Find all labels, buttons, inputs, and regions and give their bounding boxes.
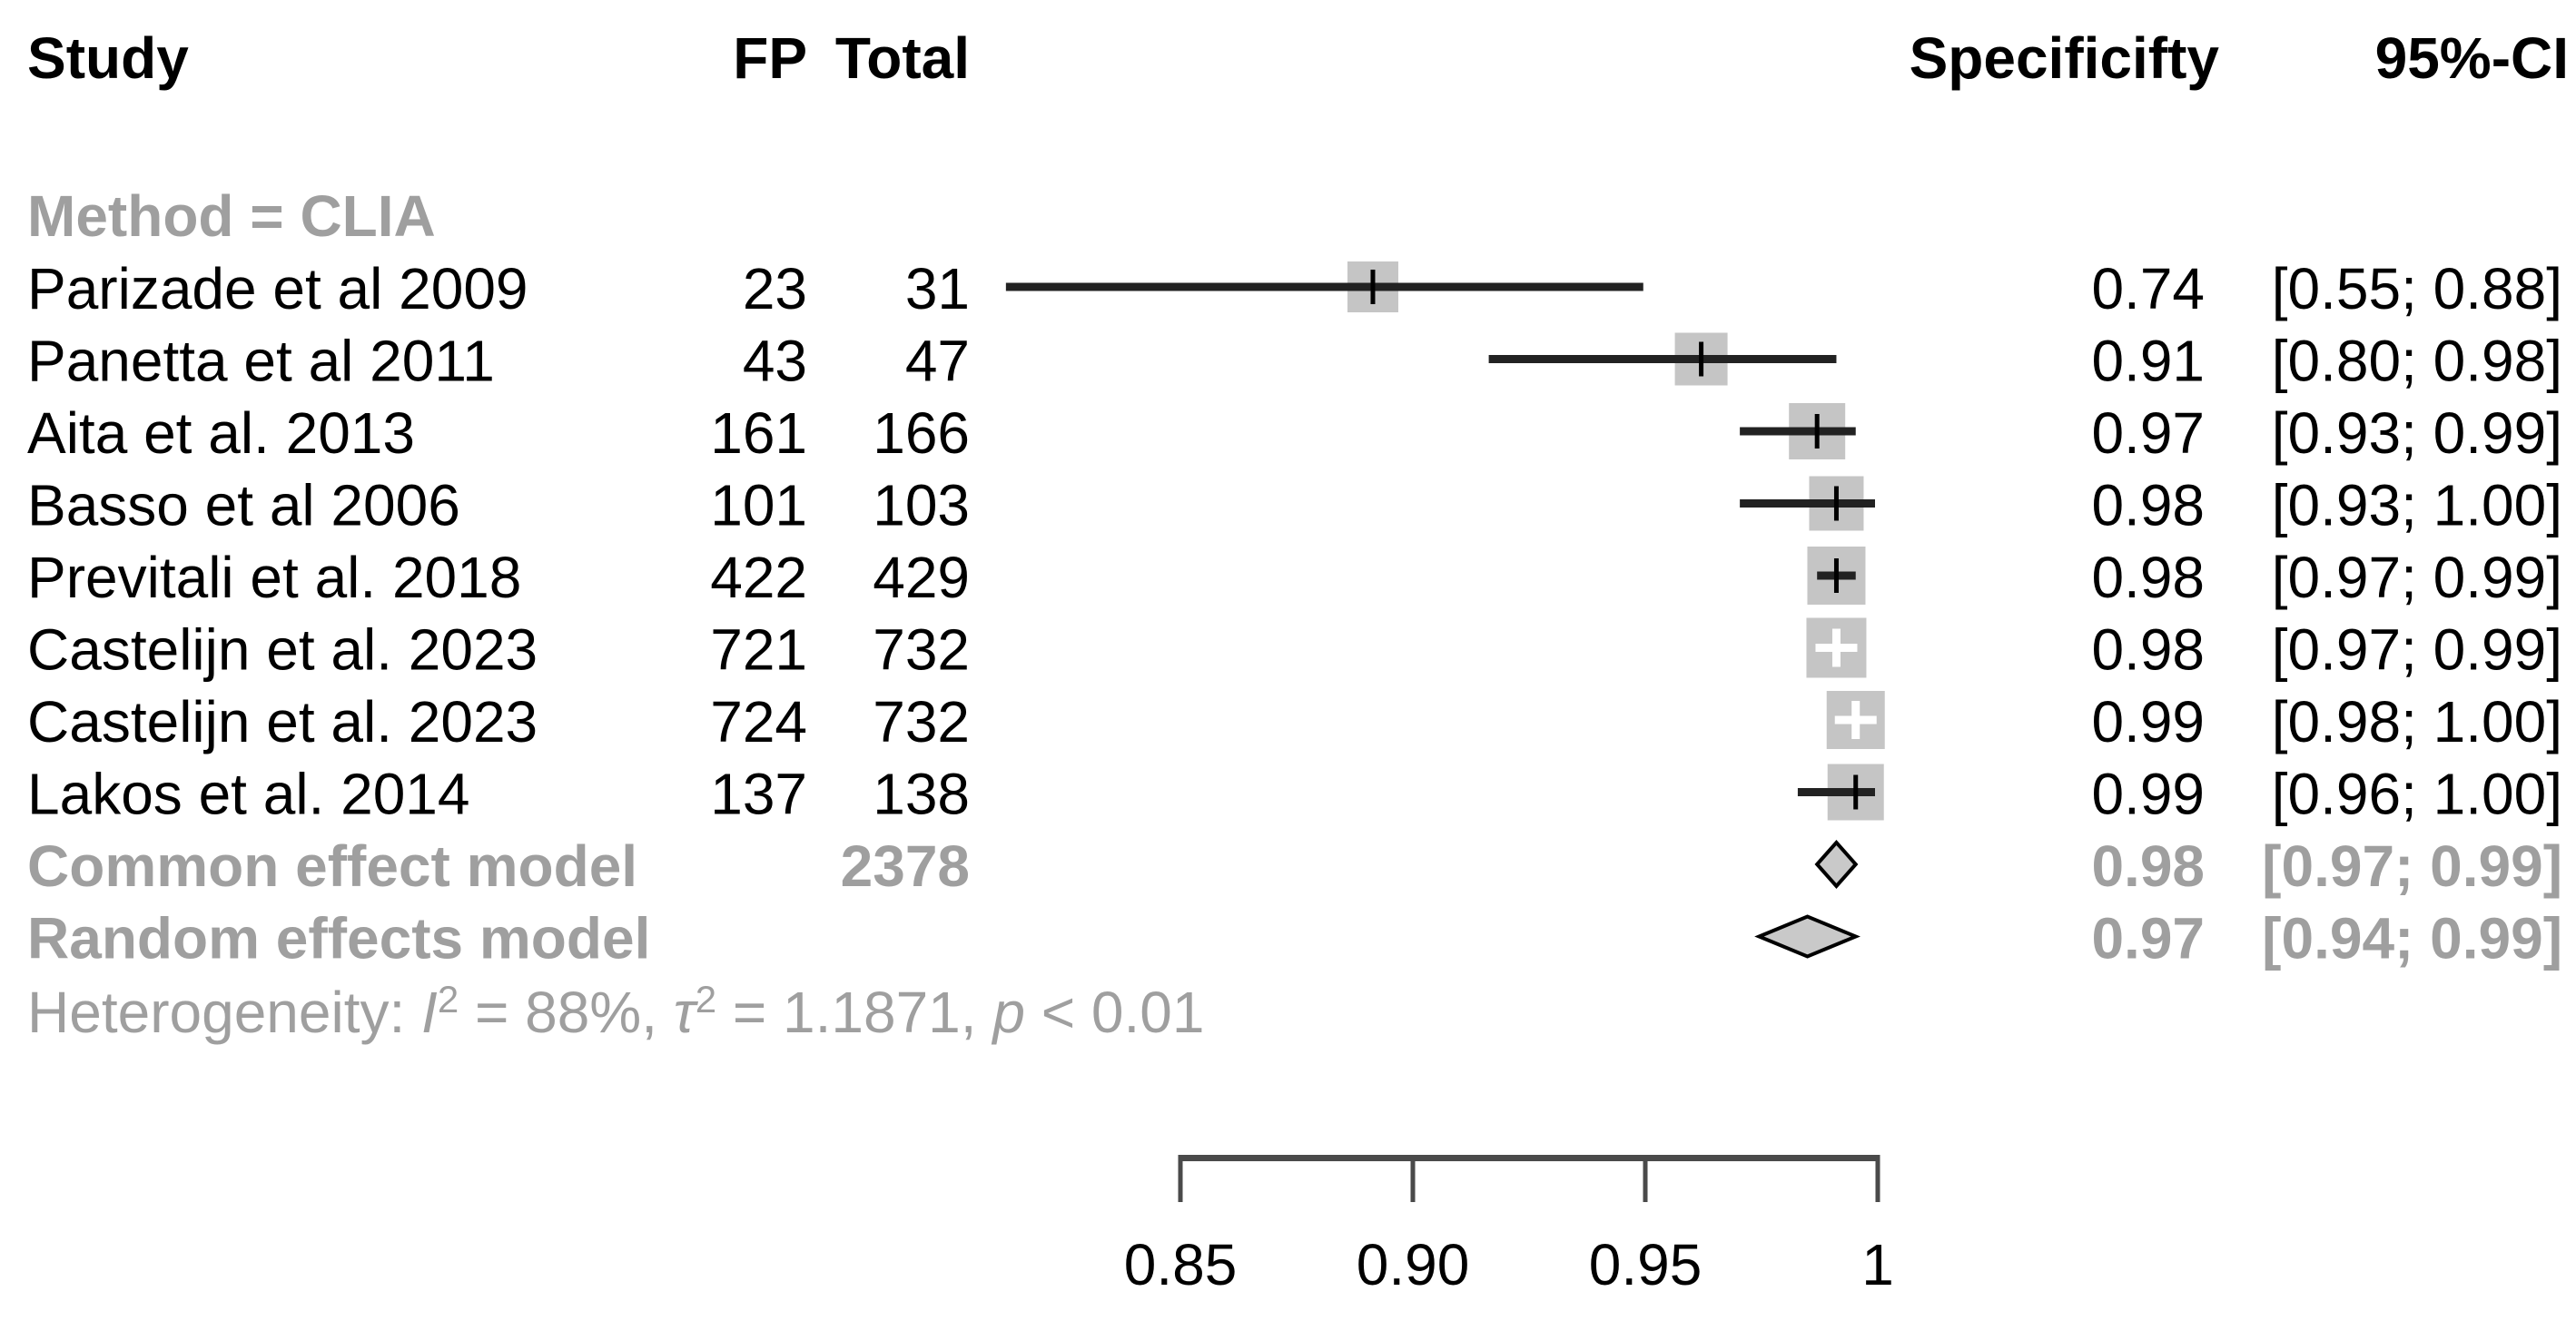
study-total-value: 47 (905, 329, 970, 394)
x-axis-line (1179, 1155, 1880, 1161)
study-label: Basso et al 2006 (27, 473, 460, 538)
x-axis-tick (1178, 1155, 1183, 1202)
forest-point-marker (1833, 558, 1839, 593)
study-ci-value: [0.97; 0.99] (2272, 617, 2562, 683)
study-fp-value: 721 (710, 617, 807, 683)
study-specificity-value: 0.74 (2091, 256, 2205, 321)
column-header-ci: 95%-CI (2375, 25, 2569, 91)
x-axis-tick (1875, 1155, 1880, 1202)
forest-point-marker (1699, 341, 1704, 377)
study-fp-value: 23 (743, 256, 807, 321)
study-fp-value: 101 (710, 473, 807, 538)
study-ci-value: [0.80; 0.98] (2272, 329, 2562, 394)
study-ci-value: [0.55; 0.88] (2272, 256, 2562, 321)
x-axis-tick (1410, 1155, 1416, 1202)
study-fp-value: 161 (710, 400, 807, 466)
x-axis-tick-label: 0.90 (1357, 1232, 1470, 1297)
forest-point-marker (1833, 486, 1839, 521)
study-fp-value: 43 (743, 329, 807, 394)
forest-ci-line (1797, 788, 1875, 796)
summary-label: Random effects model (27, 906, 650, 971)
summary-ci-value: [0.94; 0.99] (2262, 906, 2562, 971)
x-axis-tick-label: 0.95 (1589, 1232, 1703, 1297)
study-fp-value: 137 (710, 762, 807, 827)
forest-ci-line (1740, 427, 1856, 436)
study-label: Castelijn et al. 2023 (27, 689, 538, 754)
summary-specificity-value: 0.98 (2091, 833, 2205, 899)
summary-ci-value: [0.97; 0.99] (2262, 833, 2562, 899)
study-label: Previtali et al. 2018 (27, 545, 521, 610)
study-label: Parizade et al 2009 (27, 256, 528, 321)
study-ci-value: [0.98; 1.00] (2272, 689, 2562, 754)
study-ci-value: [0.96; 1.00] (2272, 762, 2562, 827)
study-total-value: 103 (873, 473, 970, 538)
column-header-fp: FP (733, 25, 807, 91)
study-total-value: 166 (873, 400, 970, 466)
study-specificity-value: 0.98 (2091, 617, 2205, 683)
forest-point-marker (1370, 270, 1376, 304)
column-header-study: Study (27, 25, 189, 91)
study-specificity-value: 0.97 (2091, 400, 2205, 466)
summary-label: Common effect model (27, 833, 637, 899)
study-specificity-value: 0.99 (2091, 689, 2205, 754)
forest-point-marker (1831, 628, 1841, 667)
study-total-value: 429 (873, 545, 970, 610)
x-axis-tick-label: 0.85 (1124, 1232, 1238, 1297)
study-specificity-value: 0.91 (2091, 329, 2205, 394)
study-ci-value: [0.93; 1.00] (2272, 473, 2562, 538)
study-label: Aita et al. 2013 (27, 400, 415, 466)
summary-diamond (1814, 839, 1859, 890)
study-label: Lakos et al. 2014 (27, 762, 469, 827)
column-header-total: Total (835, 25, 970, 91)
study-total-value: 732 (873, 617, 970, 683)
summary-diamond (1754, 914, 1860, 959)
x-axis-tick (1643, 1155, 1648, 1202)
forest-ci-line (1740, 499, 1875, 508)
study-specificity-value: 0.98 (2091, 545, 2205, 610)
study-total-value: 138 (873, 762, 970, 827)
study-specificity-value: 0.99 (2091, 762, 2205, 827)
forest-point-marker (1814, 414, 1820, 449)
summary-specificity-value: 0.97 (2091, 906, 2205, 971)
forest-ci-line (1005, 282, 1643, 291)
column-header-specificity: Specificifty (1910, 25, 2220, 91)
heterogeneity-note: Heterogeneity: I2 = 88%, τ2 = 1.1871, p … (27, 978, 1204, 1045)
summary-total-value: 2378 (841, 833, 970, 899)
study-ci-value: [0.97; 0.99] (2272, 545, 2562, 610)
subgroup-label: Method = CLIA (27, 183, 436, 249)
forest-point-marker (1853, 774, 1859, 810)
study-total-value: 732 (873, 689, 970, 754)
forest-ci-line (1488, 355, 1837, 363)
forest-point-marker (1851, 701, 1860, 739)
study-fp-value: 724 (710, 689, 807, 754)
study-fp-value: 422 (710, 545, 807, 610)
x-axis-tick-label: 1 (1861, 1232, 1894, 1297)
study-label: Castelijn et al. 2023 (27, 617, 538, 683)
study-total-value: 31 (905, 256, 970, 321)
study-label: Panetta et al 2011 (27, 329, 495, 394)
study-specificity-value: 0.98 (2091, 473, 2205, 538)
study-ci-value: [0.93; 0.99] (2272, 400, 2562, 466)
